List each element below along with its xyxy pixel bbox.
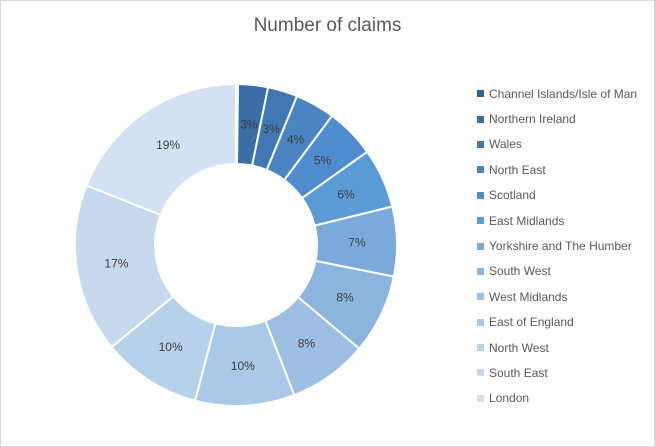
legend-item: Northern Ireland xyxy=(477,106,655,131)
data-label: 8% xyxy=(336,290,354,304)
slice-london xyxy=(85,82,237,217)
legend-swatch xyxy=(477,344,484,352)
chart-legend: Channel Islands/Isle of Man Northern Irel… xyxy=(477,81,655,411)
legend-item: South West xyxy=(477,259,655,284)
legend-item: Yorkshire and The Humber xyxy=(477,233,655,258)
data-label: 19% xyxy=(156,138,180,152)
legend-label: Yorkshire and The Humber xyxy=(489,239,632,254)
data-label: 17% xyxy=(104,257,128,271)
data-label: 7% xyxy=(348,235,366,249)
data-label: 10% xyxy=(231,359,255,373)
legend-label: London xyxy=(489,391,530,406)
legend-swatch xyxy=(477,217,484,225)
chart-title: Number of claims xyxy=(253,15,402,36)
data-label: 3% xyxy=(240,118,258,132)
legend-swatch xyxy=(477,242,484,250)
legend-item: North West xyxy=(477,335,655,360)
legend-item: North East xyxy=(477,157,655,182)
legend-item: East of England xyxy=(477,310,655,335)
legend-swatch xyxy=(477,140,484,148)
legend-label: East Midlands xyxy=(489,213,565,228)
data-label: 4% xyxy=(287,133,305,147)
legend-label: Scotland xyxy=(489,188,536,203)
legend-item: Scotland xyxy=(477,183,655,208)
data-label: 3% xyxy=(262,122,280,136)
legend-label: North West xyxy=(489,340,549,355)
legend-swatch xyxy=(477,90,484,98)
data-label: 6% xyxy=(337,188,355,202)
legend-item: West Midlands xyxy=(477,284,655,309)
data-label: 8% xyxy=(298,336,316,350)
legend-item: Wales xyxy=(477,132,655,157)
legend-label: Channel Islands/Isle of Man xyxy=(489,86,638,101)
legend-label: Wales xyxy=(489,137,522,152)
legend-swatch xyxy=(477,166,484,174)
legend-label: South East xyxy=(489,365,548,380)
legend-label: Northern Ireland xyxy=(489,112,576,127)
legend-label: West Midlands xyxy=(489,289,568,304)
legend-label: South West xyxy=(489,264,551,279)
legend-label: East of England xyxy=(489,315,574,330)
data-label: 5% xyxy=(314,153,332,167)
legend-swatch xyxy=(477,293,484,301)
legend-swatch xyxy=(477,267,484,275)
legend-swatch xyxy=(477,369,484,377)
data-label: 10% xyxy=(159,340,183,354)
legend-item: East Midlands xyxy=(477,208,655,233)
doughnut-chart: 0%3%3%4%5%6%7%8%8%10%10%17%19% xyxy=(74,82,398,407)
legend-item: Channel Islands/Isle of Man xyxy=(477,81,655,106)
slice-south-east xyxy=(74,184,175,349)
legend-swatch xyxy=(477,318,484,326)
legend-swatch xyxy=(477,191,484,199)
legend-swatch xyxy=(477,394,484,402)
legend-item: South East xyxy=(477,360,655,385)
legend-item: London xyxy=(477,386,655,411)
legend-label: North East xyxy=(489,162,546,177)
legend-swatch xyxy=(477,115,484,123)
